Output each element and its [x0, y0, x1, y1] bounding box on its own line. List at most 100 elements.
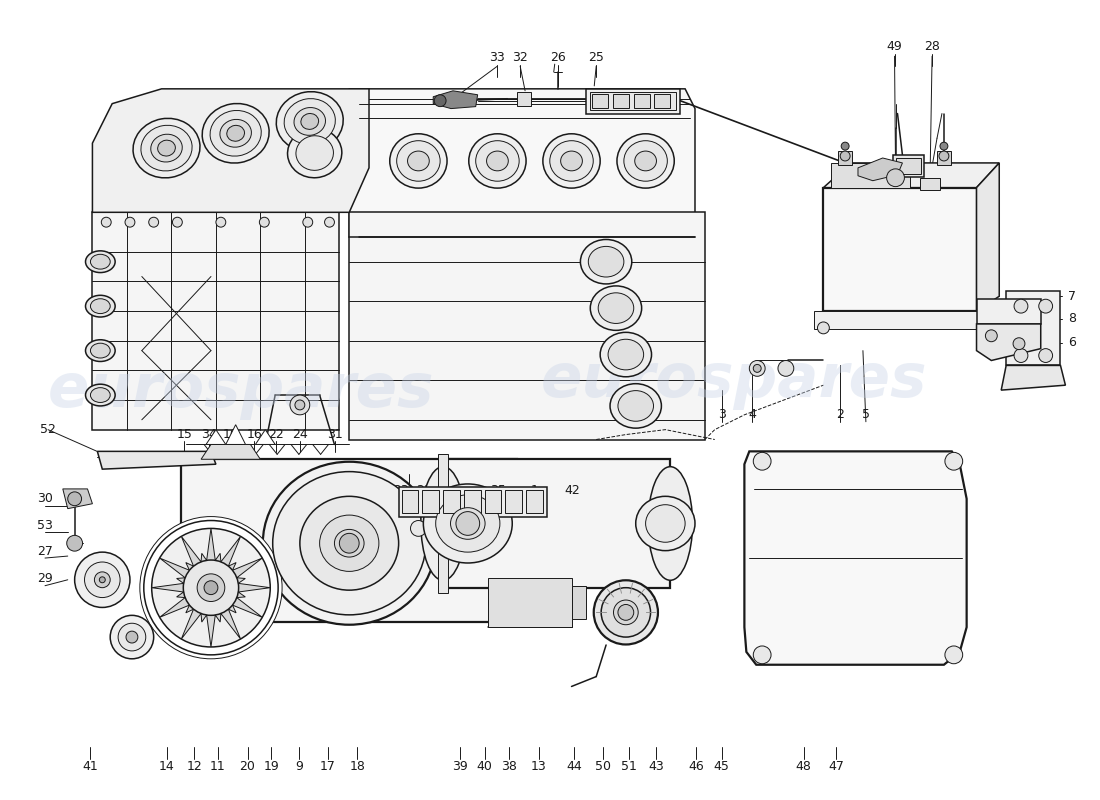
Ellipse shape	[263, 462, 436, 625]
Circle shape	[887, 169, 904, 186]
Circle shape	[125, 218, 135, 227]
Polygon shape	[226, 425, 245, 445]
Polygon shape	[182, 612, 231, 632]
Polygon shape	[1001, 366, 1066, 390]
Bar	[592, 94, 608, 108]
Bar	[443, 490, 460, 513]
Ellipse shape	[389, 134, 447, 188]
Ellipse shape	[284, 98, 336, 144]
Bar	[892, 155, 924, 177]
Text: 32: 32	[513, 50, 528, 64]
Text: 33: 33	[490, 50, 505, 64]
Text: 18: 18	[349, 760, 365, 773]
Ellipse shape	[202, 103, 270, 163]
Ellipse shape	[397, 141, 440, 181]
Ellipse shape	[90, 343, 110, 358]
Text: 15: 15	[176, 428, 192, 441]
Polygon shape	[201, 445, 261, 459]
Ellipse shape	[436, 495, 499, 552]
Bar	[814, 311, 1006, 329]
Text: 51: 51	[620, 760, 637, 773]
Polygon shape	[206, 430, 225, 445]
Circle shape	[184, 560, 239, 615]
Text: 39: 39	[452, 760, 468, 773]
Ellipse shape	[591, 286, 641, 330]
Circle shape	[754, 365, 761, 372]
Ellipse shape	[86, 340, 116, 362]
Circle shape	[68, 492, 81, 506]
Text: 42: 42	[564, 484, 581, 498]
Circle shape	[148, 218, 158, 227]
Ellipse shape	[141, 126, 192, 171]
Bar	[832, 163, 911, 188]
Bar	[613, 94, 629, 108]
Bar	[438, 454, 448, 593]
Text: 10: 10	[223, 428, 239, 441]
Bar	[526, 490, 543, 513]
Circle shape	[842, 142, 849, 150]
Text: 7: 7	[1068, 290, 1076, 302]
Bar	[634, 94, 650, 108]
Ellipse shape	[624, 141, 668, 181]
Circle shape	[75, 552, 130, 607]
Circle shape	[940, 142, 948, 150]
Circle shape	[126, 631, 138, 643]
Text: 20: 20	[240, 760, 255, 773]
Text: 52: 52	[40, 423, 56, 436]
Bar	[485, 490, 502, 513]
Circle shape	[1014, 299, 1027, 313]
Polygon shape	[92, 212, 340, 430]
Text: 17: 17	[320, 760, 336, 773]
Circle shape	[204, 581, 218, 594]
Ellipse shape	[581, 239, 631, 284]
Text: 37: 37	[442, 484, 458, 498]
Circle shape	[99, 577, 106, 582]
Circle shape	[152, 529, 271, 647]
Ellipse shape	[220, 119, 252, 147]
Ellipse shape	[469, 134, 526, 188]
Polygon shape	[977, 163, 999, 311]
Ellipse shape	[227, 126, 244, 142]
Text: 22: 22	[268, 428, 284, 441]
Circle shape	[295, 400, 305, 410]
Ellipse shape	[90, 388, 110, 402]
Circle shape	[290, 395, 310, 415]
Polygon shape	[152, 529, 271, 647]
Ellipse shape	[301, 114, 319, 130]
Bar	[487, 578, 572, 627]
Text: 6: 6	[1068, 336, 1076, 350]
Polygon shape	[745, 451, 967, 665]
Ellipse shape	[543, 134, 601, 188]
Bar	[422, 490, 439, 513]
Ellipse shape	[273, 472, 426, 615]
Polygon shape	[255, 430, 275, 445]
Text: 14: 14	[158, 760, 175, 773]
Circle shape	[434, 94, 447, 106]
Bar	[572, 586, 586, 619]
Circle shape	[410, 521, 427, 536]
Ellipse shape	[334, 530, 364, 557]
Ellipse shape	[407, 151, 429, 171]
Bar	[921, 178, 940, 190]
Bar	[182, 459, 517, 622]
Polygon shape	[350, 212, 705, 439]
Text: 2: 2	[836, 408, 844, 422]
Text: 36: 36	[465, 484, 482, 498]
Bar	[505, 490, 522, 513]
Ellipse shape	[594, 580, 658, 645]
Text: 29: 29	[37, 572, 53, 586]
Circle shape	[939, 151, 949, 161]
Circle shape	[455, 512, 480, 535]
Text: 27: 27	[37, 545, 53, 558]
Text: 25: 25	[588, 50, 604, 64]
Circle shape	[140, 517, 282, 659]
Text: 49: 49	[887, 40, 902, 53]
Ellipse shape	[601, 332, 651, 377]
Circle shape	[817, 322, 829, 334]
Ellipse shape	[300, 496, 398, 590]
Circle shape	[1038, 349, 1053, 362]
Ellipse shape	[618, 390, 653, 422]
Bar	[654, 94, 670, 108]
Circle shape	[260, 218, 270, 227]
Text: 9: 9	[295, 760, 302, 773]
